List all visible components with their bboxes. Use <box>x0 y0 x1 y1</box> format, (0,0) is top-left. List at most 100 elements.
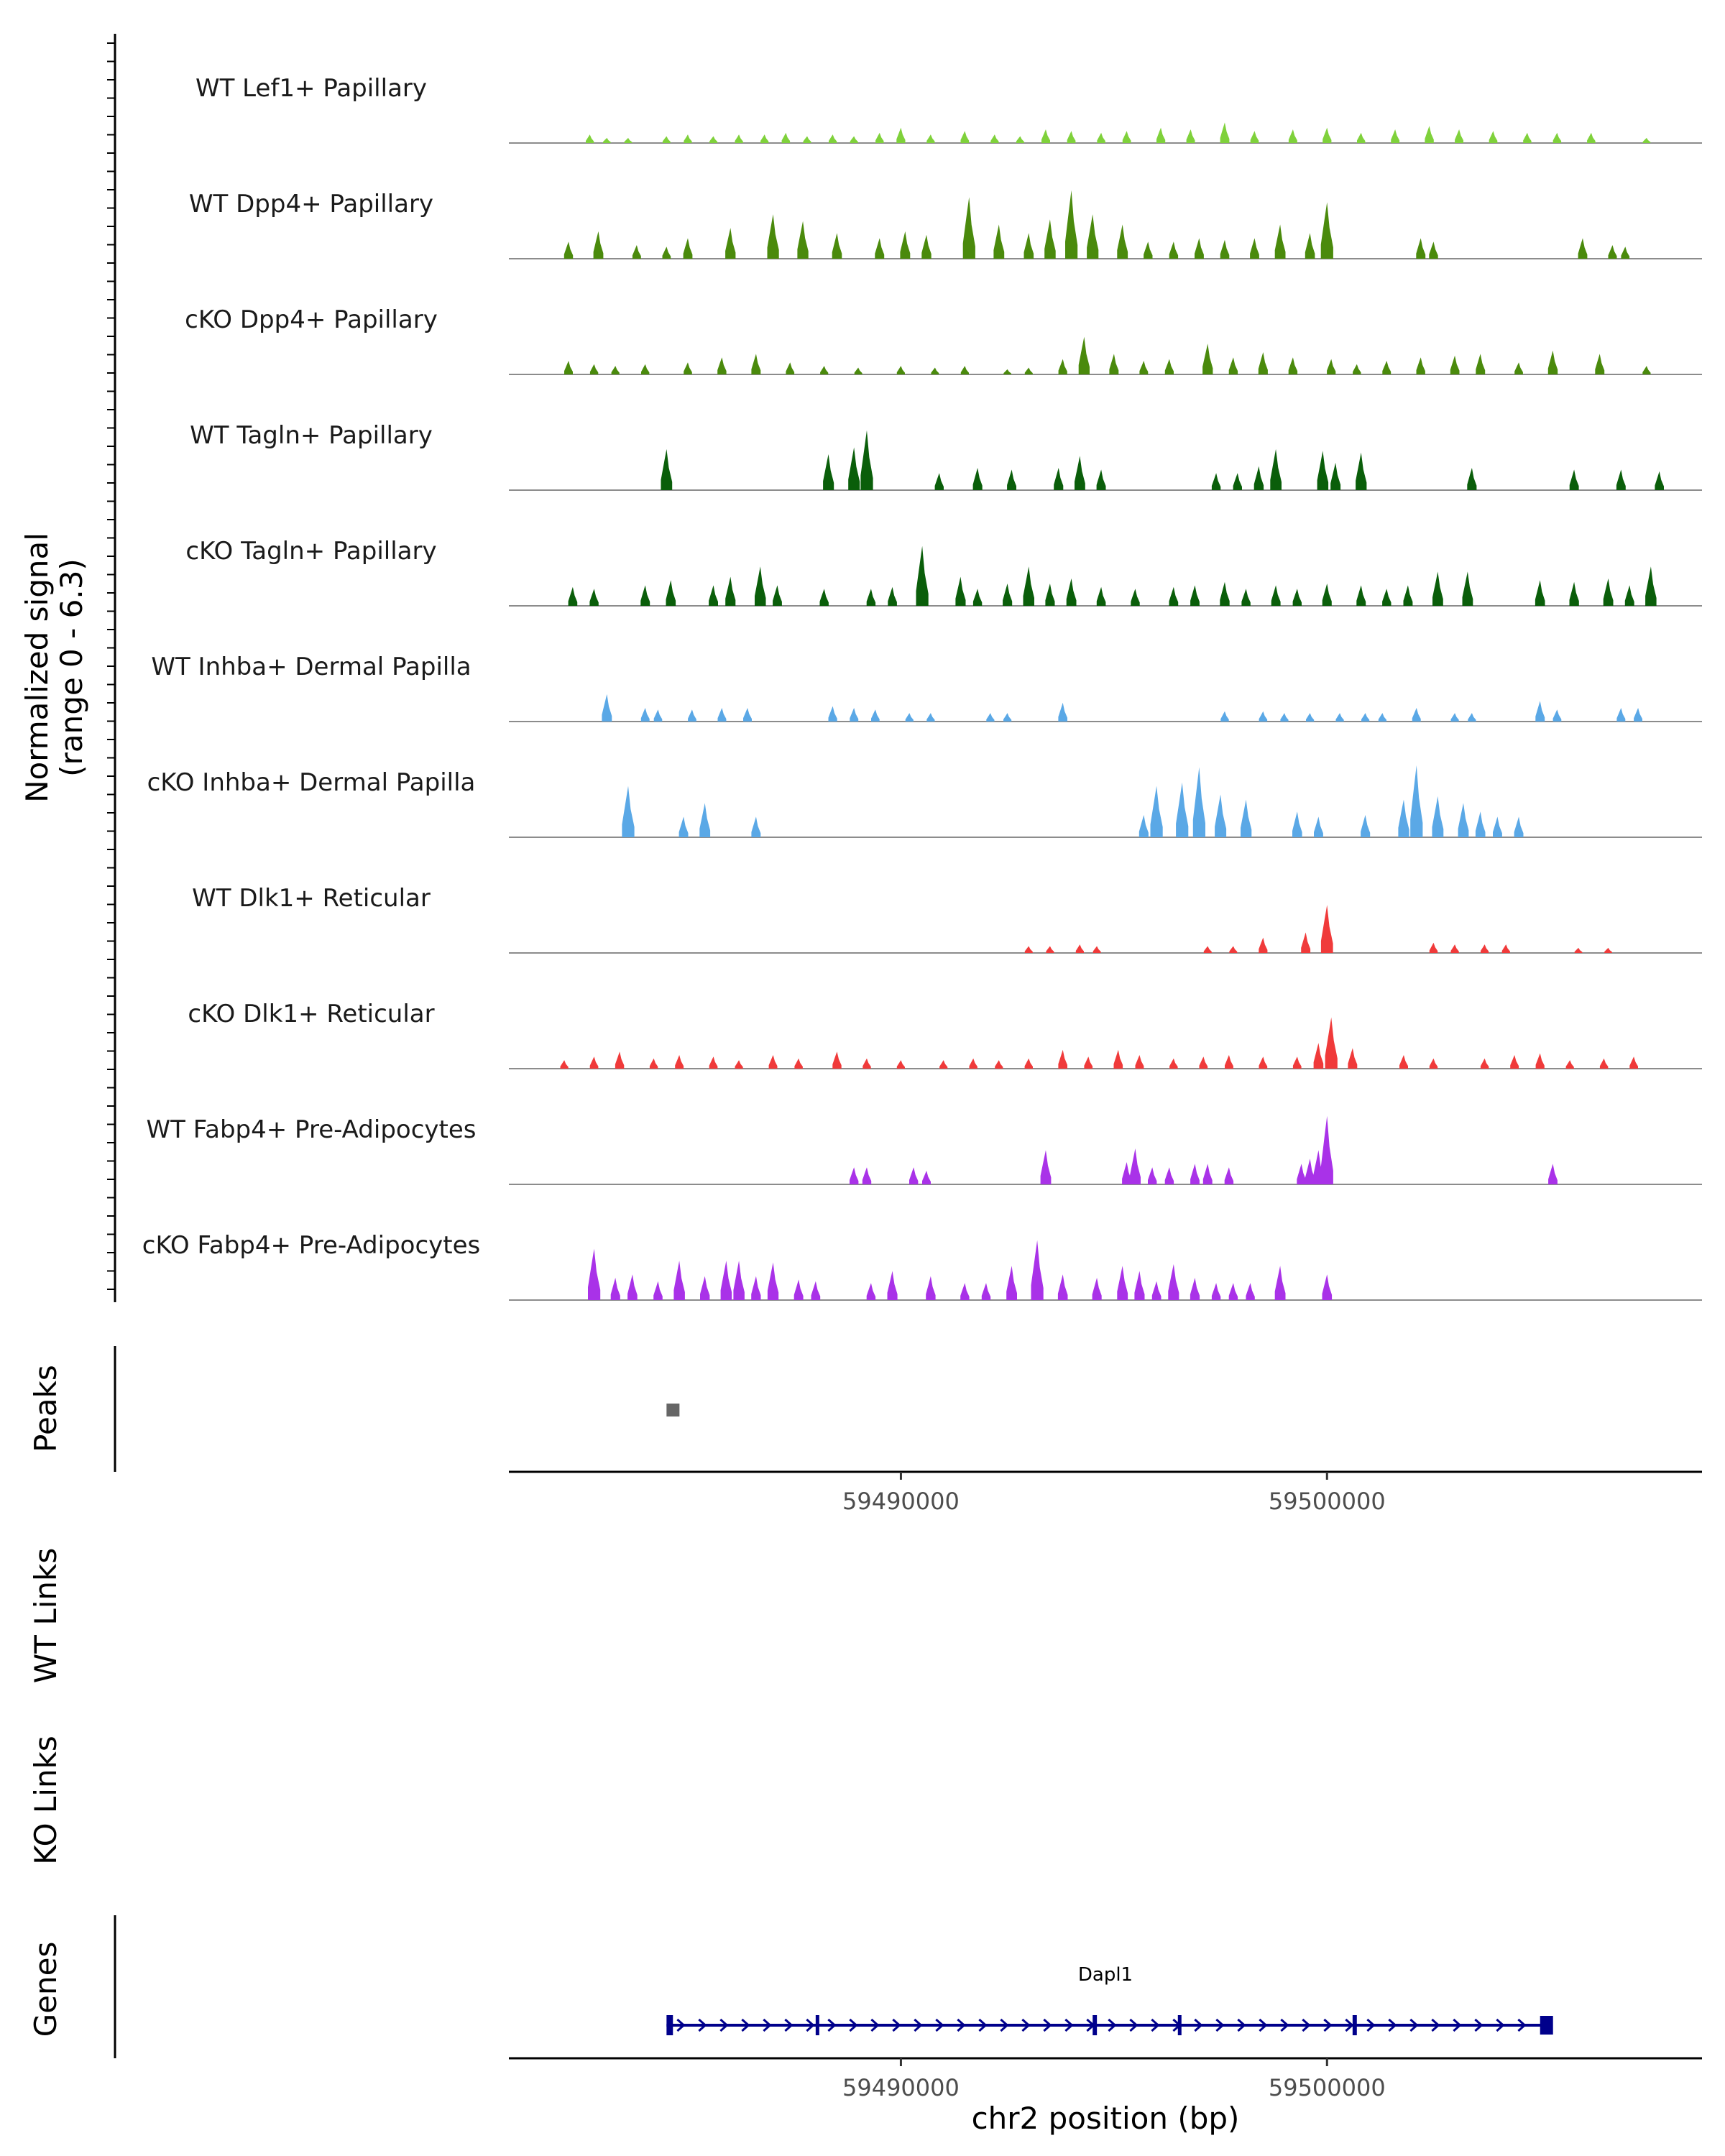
signal-peak <box>662 136 671 143</box>
signal-peak <box>1220 122 1230 143</box>
signal-peak <box>717 708 727 722</box>
signal-peak <box>981 1283 991 1300</box>
signal-peak <box>1190 585 1200 606</box>
signal-peak <box>1058 1049 1067 1069</box>
signal-peak <box>1335 713 1344 722</box>
signal-peak <box>1096 469 1106 490</box>
signal-peak <box>1481 944 1489 953</box>
signal-peak <box>1024 946 1033 953</box>
signal-peak <box>832 1051 842 1069</box>
signal-peak <box>1156 127 1166 143</box>
signal-peak <box>1305 1158 1315 1184</box>
coverage-ylabel-line2: (range 0 - 6.3) <box>54 558 89 777</box>
signal-peak <box>1604 947 1612 953</box>
x-tick-label: 59500000 <box>1269 1488 1386 1515</box>
signal-peak <box>1097 132 1105 143</box>
signal-peak <box>1075 456 1085 490</box>
strand-arrow <box>1345 2018 1354 2032</box>
signal-peak <box>675 1055 684 1069</box>
signal-peak <box>1122 131 1131 143</box>
signal-peak <box>1228 1283 1238 1300</box>
signal-peak <box>1078 336 1090 374</box>
gene-name-label: Dapl1 <box>1078 1964 1133 1986</box>
track: WT Dlk1+ Reticular <box>192 884 1702 954</box>
signal-peak <box>588 1248 601 1300</box>
signal-peak <box>1109 354 1119 374</box>
signal-peak <box>1241 799 1252 837</box>
signal-peak <box>888 586 897 606</box>
peak-region <box>666 1404 680 1416</box>
signal-peak <box>1361 815 1371 837</box>
signal-peak <box>1468 713 1476 722</box>
x-tick-label: 59500000 <box>1269 2074 1386 2101</box>
signal-peak <box>1450 713 1459 722</box>
signal-peak <box>1215 794 1227 837</box>
signal-peak <box>1288 357 1298 374</box>
signal-peak <box>593 231 604 259</box>
strand-arrow <box>1474 2018 1484 2032</box>
signal-peak <box>960 1283 970 1300</box>
signal-peak <box>1655 471 1664 490</box>
strand-arrow <box>1496 2018 1505 2032</box>
x-axis-label: chr2 position (bp) <box>972 2101 1240 2136</box>
signal-peak <box>1259 1056 1268 1069</box>
signal-peak <box>1211 473 1221 490</box>
signal-peak <box>649 1058 658 1069</box>
signal-peak <box>1280 713 1289 722</box>
signal-peak <box>1228 357 1238 374</box>
signal-peak <box>1489 131 1498 143</box>
strand-arrow <box>914 2018 923 2032</box>
signal-peak <box>603 137 611 143</box>
signal-peak <box>653 709 663 722</box>
signal-peak <box>905 713 914 722</box>
track: WT Dpp4+ Papillary <box>189 190 1702 259</box>
signal-peak <box>1325 1017 1338 1069</box>
signal-peak <box>993 224 1005 259</box>
signal-peak <box>610 1278 620 1300</box>
signal-peak <box>1356 452 1367 490</box>
signal-peak <box>751 354 761 374</box>
signal-peak <box>1024 1058 1033 1069</box>
signal-peak <box>786 362 795 374</box>
strand-arrow <box>1323 2018 1333 2032</box>
signal-peak <box>1044 219 1056 259</box>
signal-peak <box>1450 944 1459 953</box>
track-label: WT Lef1+ Papillary <box>196 74 427 103</box>
signal-peak <box>688 709 696 722</box>
signal-peak <box>773 585 782 606</box>
peaks-track-label: Peaks <box>28 1365 63 1452</box>
signal-peak <box>1211 1283 1221 1300</box>
signal-peak <box>1045 584 1055 606</box>
signal-peak <box>797 221 809 259</box>
signal-peak <box>1274 1266 1286 1300</box>
track: WT Fabp4+ Pre-Adipocytes <box>147 1115 1702 1185</box>
signal-peak <box>1429 942 1438 953</box>
signal-peak <box>640 708 650 722</box>
signal-peak <box>850 708 859 722</box>
strand-arrow <box>1453 2018 1462 2032</box>
signal-peak <box>1288 129 1297 143</box>
signal-peak <box>934 473 944 490</box>
signal-peak <box>1547 350 1558 374</box>
track: WT Lef1+ Papillary <box>196 74 1702 144</box>
signal-peak <box>1629 1056 1638 1069</box>
signal-peak <box>1305 233 1315 259</box>
peak-regions <box>666 1404 680 1416</box>
signal-peak <box>986 713 995 722</box>
signal-peak <box>1169 241 1179 259</box>
signal-peak <box>640 585 650 606</box>
signal-peak <box>1058 359 1067 374</box>
signal-peak <box>1040 1150 1052 1184</box>
signal-peak <box>1117 224 1128 259</box>
signal-peak <box>1552 709 1562 722</box>
signal-peak <box>854 367 862 374</box>
track: cKO Fabp4+ Pre-Adipocytes <box>142 1231 1702 1301</box>
signal-peak <box>725 576 736 606</box>
strand-arrow <box>806 2018 815 2032</box>
signal-peak <box>871 709 880 722</box>
signal-peak <box>1578 238 1588 259</box>
signal-peak <box>1254 466 1264 490</box>
signal-peak <box>1493 816 1502 837</box>
signal-peak <box>709 585 718 606</box>
strand-arrow <box>719 2018 729 2032</box>
